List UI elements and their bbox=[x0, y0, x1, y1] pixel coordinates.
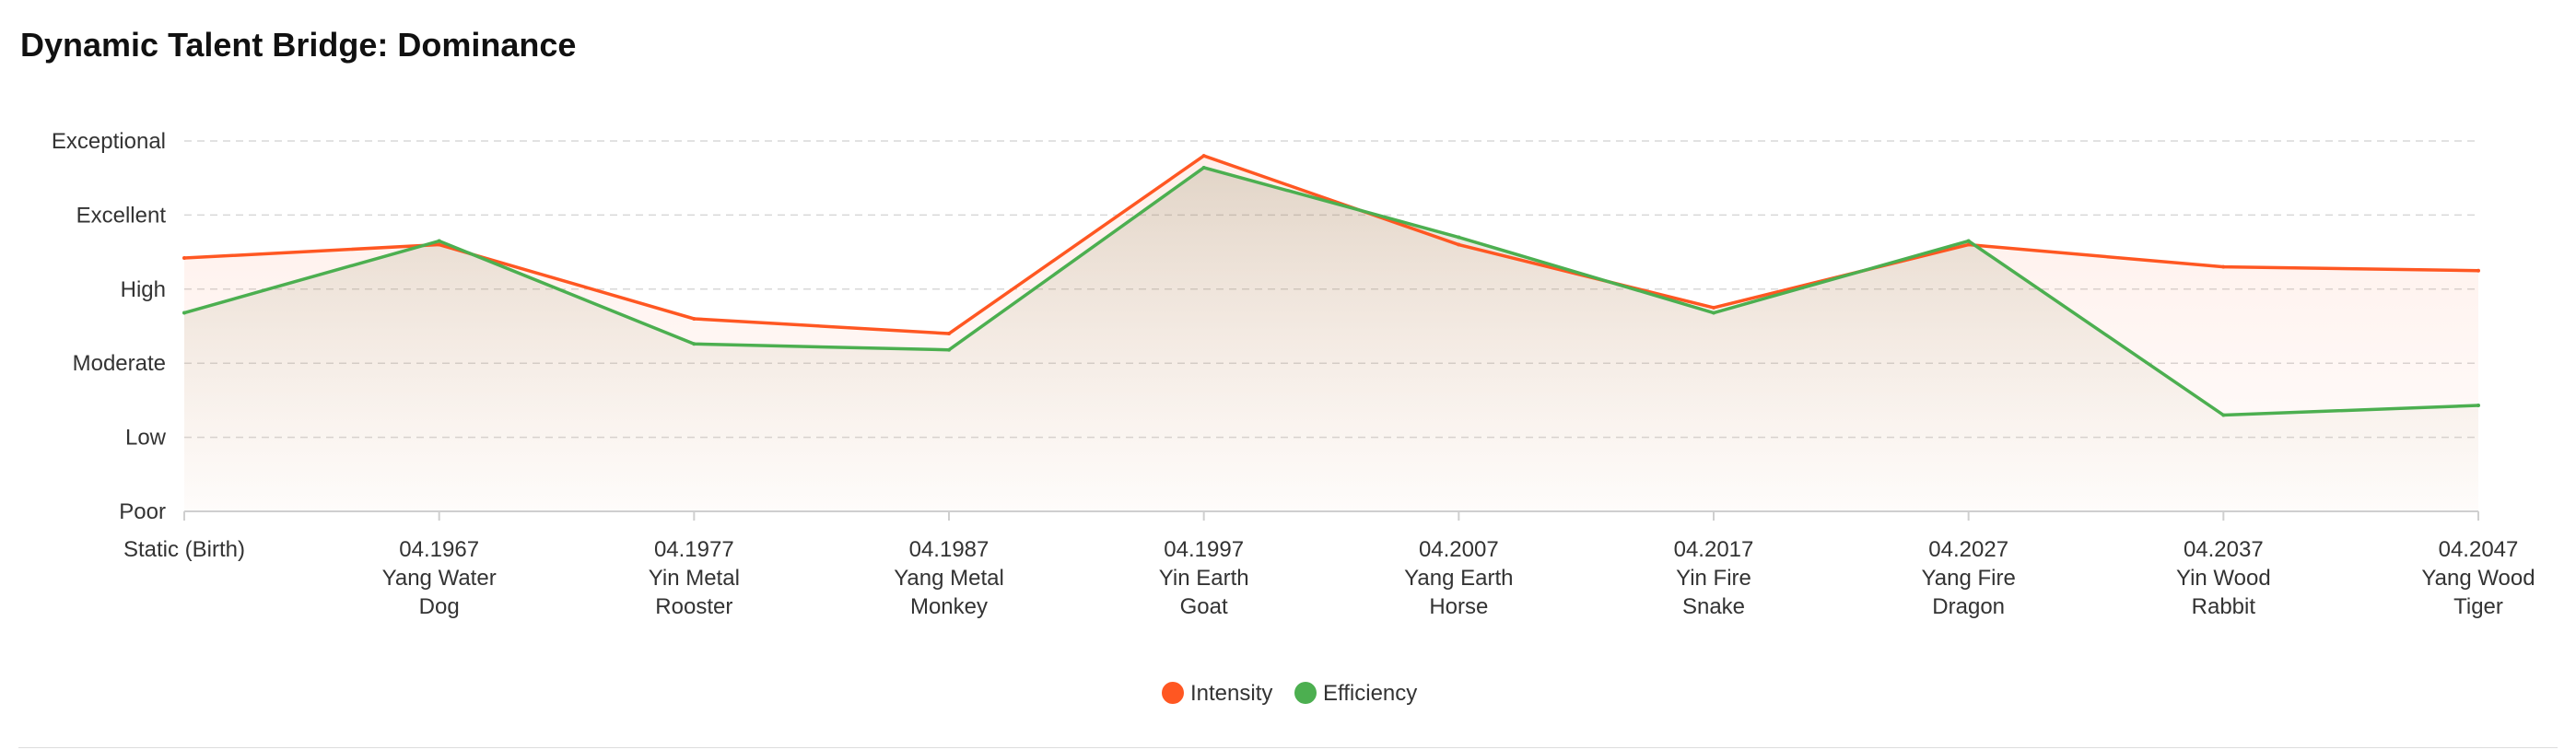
x-tick-label-line: 04.1997 bbox=[1164, 537, 1244, 562]
legend: Intensity Efficiency bbox=[1162, 681, 1417, 706]
x-tick-label-line: Horse bbox=[1429, 594, 1488, 619]
efficiency-line bbox=[183, 166, 2479, 417]
x-tick-label: 04.2007 Yang Earth Horse bbox=[1404, 537, 1513, 619]
efficiency-point bbox=[1966, 239, 1971, 243]
x-axis-ticks: Static (Birth) 04.1967 Yang Water Dog 04.197… bbox=[123, 537, 2535, 619]
y-axis-ticks: Poor Low Moderate High Excellent Exceptional bbox=[52, 129, 167, 524]
x-tick-label: 04.1967 Yang Water Dog bbox=[382, 537, 497, 619]
efficiency-point bbox=[182, 311, 186, 315]
intensity-line bbox=[183, 154, 2479, 335]
x-tick-label-line: Tiger bbox=[2453, 594, 2503, 619]
y-tick-label: Exceptional bbox=[52, 129, 166, 154]
chart-title: Dynamic Talent Bridge: Dominance bbox=[20, 26, 577, 64]
x-tick-label-line: Yin Metal bbox=[649, 566, 740, 591]
x-tick-label-line: Rooster bbox=[655, 594, 732, 619]
x-tick-label: 04.2047 Yang Wood Tiger bbox=[2421, 537, 2535, 619]
x-tick-label-line: 04.2027 bbox=[1928, 537, 2008, 562]
x-tick-label-line: 04.2037 bbox=[2184, 537, 2264, 562]
x-tick-label-line: Yang Earth bbox=[1404, 566, 1513, 591]
efficiency-point bbox=[2476, 404, 2480, 408]
efficiency-point bbox=[1457, 235, 1461, 240]
series-areas bbox=[184, 156, 2478, 511]
efficiency-legend-label: Efficiency bbox=[1323, 681, 1417, 706]
efficiency-point bbox=[2221, 413, 2226, 417]
x-tick-label-line: Yang Wood bbox=[2421, 566, 2535, 591]
intensity-point bbox=[2221, 264, 2226, 269]
y-tick-label: Low bbox=[125, 426, 167, 451]
intensity-point bbox=[1712, 305, 1715, 310]
x-tick-label: 04.2017 Yin Fire Snake bbox=[1674, 537, 1754, 619]
efficiency-point bbox=[947, 347, 951, 352]
x-tick-label-line: Rabbit bbox=[2192, 594, 2256, 619]
x-tick-label-line: 04.2007 bbox=[1419, 537, 1499, 562]
intensity-point bbox=[947, 332, 951, 336]
x-tick-label-line: Yin Earth bbox=[1159, 566, 1249, 591]
efficiency-area bbox=[184, 167, 2478, 511]
x-tick-label-line: Snake bbox=[1682, 594, 1745, 619]
x-axis bbox=[183, 510, 2479, 521]
efficiency-point bbox=[1712, 311, 1715, 315]
x-tick-label-line: Yang Fire bbox=[1922, 566, 2016, 591]
x-tick-label-line: Yang Water bbox=[382, 566, 497, 591]
x-tick-label: 04.1987 Yang Metal Monkey bbox=[894, 537, 1004, 619]
efficiency-point bbox=[437, 239, 441, 243]
efficiency-legend-swatch bbox=[1294, 682, 1317, 704]
x-tick-label: 04.1977 Yin Metal Rooster bbox=[649, 537, 740, 619]
efficiency-point bbox=[692, 342, 697, 346]
x-tick-label-line: 04.2017 bbox=[1674, 537, 1754, 562]
intensity-point bbox=[1457, 242, 1461, 247]
intensity-legend-label: Intensity bbox=[1190, 681, 1272, 706]
intensity-point bbox=[437, 242, 441, 247]
x-tick-label-line: Yin Wood bbox=[2176, 566, 2271, 591]
x-tick-label-line: Dog bbox=[419, 594, 460, 619]
y-tick-label: Moderate bbox=[73, 351, 166, 376]
intensity-legend-swatch bbox=[1162, 682, 1184, 704]
efficiency-point bbox=[1201, 165, 1206, 170]
x-tick-label-line: Monkey bbox=[910, 594, 988, 619]
x-tick-label-line: Dragon bbox=[1932, 594, 2005, 619]
x-tick-label: 04.2037 Yin Wood Rabbit bbox=[2176, 537, 2271, 619]
x-tick-label-line: Static (Birth) bbox=[123, 537, 245, 562]
x-tick-label-line: 04.1967 bbox=[399, 537, 479, 562]
x-tick-label-line: Goat bbox=[1180, 594, 1228, 619]
x-tick-label-line: Yin Fire bbox=[1676, 566, 1751, 591]
x-tick-label-line: 04.2047 bbox=[2439, 537, 2519, 562]
x-tick-label-line: 04.1987 bbox=[909, 537, 989, 562]
intensity-point bbox=[692, 316, 697, 321]
y-tick-label: High bbox=[121, 277, 166, 302]
intensity-point bbox=[1201, 154, 1206, 158]
y-tick-label: Excellent bbox=[76, 203, 167, 228]
y-tick-label: Poor bbox=[119, 499, 166, 524]
x-tick-label: 04.1997 Yin Earth Goat bbox=[1159, 537, 1249, 619]
intensity-point bbox=[182, 256, 186, 261]
x-tick-label: Static (Birth) bbox=[123, 537, 245, 562]
x-tick-label-line: Yang Metal bbox=[894, 566, 1004, 591]
series-lines bbox=[182, 154, 2480, 417]
intensity-point bbox=[1966, 242, 1971, 247]
bottom-divider bbox=[18, 747, 2558, 748]
intensity-point bbox=[2476, 268, 2480, 273]
x-tick-label: 04.2027 Yang Fire Dragon bbox=[1922, 537, 2016, 619]
x-tick-label-line: 04.1977 bbox=[654, 537, 734, 562]
